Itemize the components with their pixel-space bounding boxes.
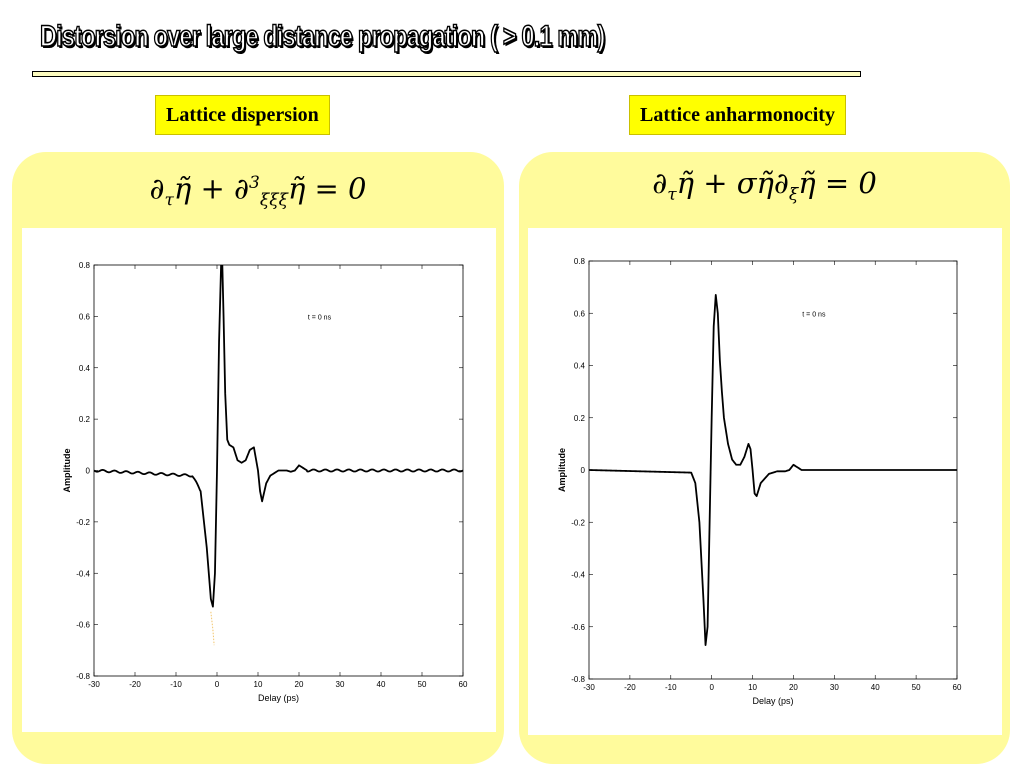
y-tick-label: -0.2	[571, 518, 585, 527]
x-tick-label: 60	[953, 683, 962, 692]
dispersion-panel: ∂τη̃ + ∂3ξξξη̃ = 0 -30 -20 -10 0 10 20 30 40 50 6…	[12, 152, 504, 764]
time-annotation: t = 0 ns	[308, 314, 332, 321]
x-tick-label: 10	[254, 680, 263, 689]
y-tick-label: 0.8	[79, 261, 91, 270]
y-tick-label: -0.4	[571, 571, 585, 580]
y-tick-label: -0.6	[571, 623, 585, 632]
lattice-dispersion-label: Lattice dispersion	[155, 95, 330, 135]
y-tick-label: 0.6	[574, 309, 586, 318]
y-axis-label: Amplitude	[557, 448, 567, 492]
anharmonicity-panel: ∂τη̃ + ση̃∂ξη̃ = 0 -30 -20 -10 0 10 20 30 40 50 6…	[519, 152, 1010, 764]
x-tick-label: -30	[88, 680, 100, 689]
x-tick-label: 20	[789, 683, 798, 692]
y-tick-label: -0.2	[76, 518, 90, 527]
x-tick-label: 40	[377, 680, 386, 689]
y-tick-label: -0.6	[76, 621, 90, 630]
series-line	[589, 294, 957, 646]
y-tick-label: 0.2	[79, 415, 91, 424]
x-tick-label: 0	[215, 680, 220, 689]
x-tick-label: -30	[583, 683, 595, 692]
y-tick-label: 0.2	[574, 414, 586, 423]
x-axis-label: Delay (ps)	[258, 693, 299, 703]
x-tick-label: 30	[830, 683, 839, 692]
x-tick-label: -10	[170, 680, 182, 689]
y-tick-label: 0	[86, 467, 91, 476]
x-tick-label: 30	[336, 680, 345, 689]
y-tick-label: -0.8	[571, 675, 585, 684]
y-tick-label: -0.8	[76, 672, 90, 681]
x-tick-label: 10	[748, 683, 757, 692]
x-tick-label: 50	[418, 680, 427, 689]
x-tick-label: -10	[665, 683, 677, 692]
y-tick-label: -0.4	[76, 569, 90, 578]
page-title: Distorsion over large distance propagati…	[39, 19, 606, 54]
dispersion-equation: ∂τη̃ + ∂3ξξξη̃ = 0	[149, 171, 367, 211]
y-tick-label: 0	[581, 466, 586, 475]
series-line	[94, 265, 463, 608]
dispersion-plot-area: -30 -20 -10 0 10 20 30 40 50 60 0.8 0.6 0.4 0.2 0 -0.2 -…	[22, 228, 496, 732]
anharmonicity-chart: -30 -20 -10 0 10 20 30 40 50 60 0.8 0.6 0.4 0.2 0 -0.2 -…	[557, 257, 962, 706]
time-annotation: t = 0 ns	[802, 311, 826, 318]
y-tick-label: 0.4	[574, 362, 586, 371]
y-tick-label: 0.4	[79, 364, 91, 373]
dotted-trace	[210, 611, 215, 646]
y-tick-label: 0.8	[574, 257, 586, 266]
anharmonicity-plot-area: -30 -20 -10 0 10 20 30 40 50 60 0.8 0.6 0.4 0.2 0 -0.2 -…	[528, 228, 1002, 735]
lattice-anharmonicity-label: Lattice anharmonocity	[629, 95, 846, 135]
x-tick-label: -20	[129, 680, 141, 689]
y-axis-label: Amplitude	[62, 449, 72, 493]
y-tick-label: 0.6	[79, 312, 91, 321]
x-tick-label: 50	[912, 683, 921, 692]
title-underline	[32, 71, 861, 77]
x-tick-label: 0	[709, 683, 714, 692]
x-axis-label: Delay (ps)	[752, 696, 793, 706]
anharmonicity-equation: ∂τη̃ + ση̃∂ξη̃ = 0	[652, 166, 877, 205]
x-tick-label: 60	[459, 680, 468, 689]
x-tick-label: 20	[295, 680, 304, 689]
x-tick-label: 40	[871, 683, 880, 692]
dispersion-chart: -30 -20 -10 0 10 20 30 40 50 60 0.8 0.6 0.4 0.2 0 -0.2 -…	[62, 261, 468, 703]
x-tick-label: -20	[624, 683, 636, 692]
